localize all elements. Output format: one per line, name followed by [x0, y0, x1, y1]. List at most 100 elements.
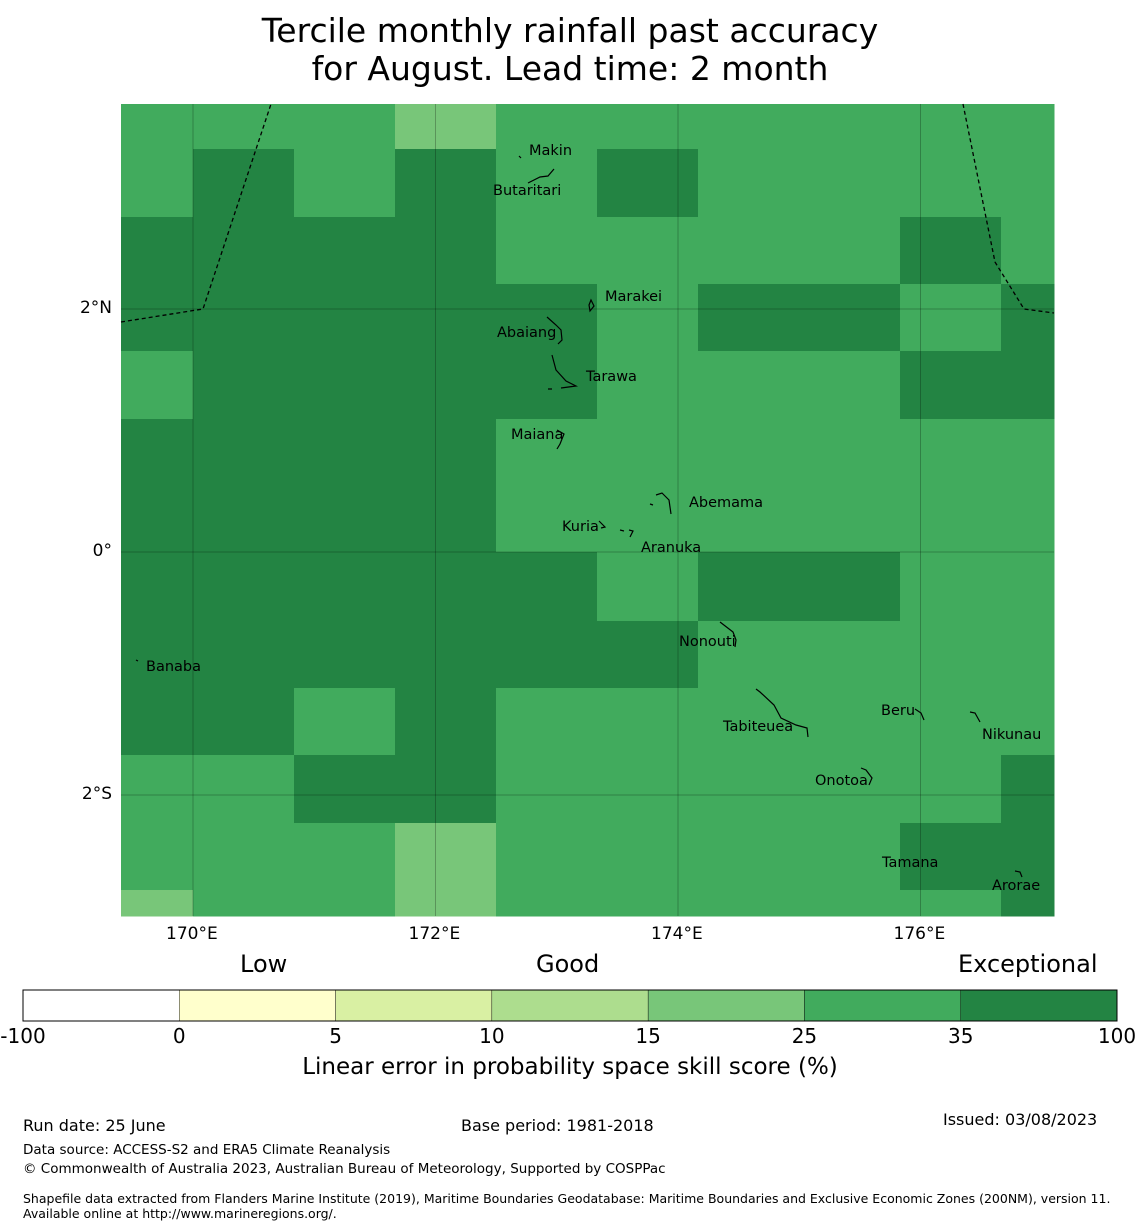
colorbar-tick-label: 25: [791, 1024, 818, 1048]
skill-cell: [193, 755, 295, 824]
skill-cell: [698, 823, 800, 891]
skill-cell: [698, 688, 800, 756]
skill-cell: [698, 419, 800, 486]
skill-cell: [900, 217, 1002, 285]
island-outline-onotoa: [860, 767, 873, 786]
island-label-onotoa: Onotoa: [815, 773, 868, 789]
skill-cell: [121, 351, 194, 420]
run-date: Run date: 25 June: [23, 1116, 166, 1135]
skill-cell: [597, 217, 699, 285]
skill-cell: [193, 552, 295, 622]
skill-cell: [496, 755, 598, 824]
skill-cell: [294, 419, 396, 486]
skill-cell: [1001, 217, 1055, 285]
skill-cell: [395, 823, 497, 891]
skill-cell: [294, 621, 396, 689]
skill-cell: [698, 217, 800, 285]
lat-tick-label: 2°N: [79, 298, 112, 318]
island-label-abemama: Abemama: [689, 495, 763, 511]
island-outline-nonouti: [719, 621, 737, 648]
island-outline-tabiteuea: [755, 688, 809, 738]
skill-cell: [496, 890, 598, 917]
lat-tick-label: 2°S: [81, 784, 112, 804]
skill-cell: [597, 755, 699, 824]
island-label-tamana: Tamana: [881, 855, 938, 871]
island-label-beru: Beru: [881, 703, 915, 719]
island-label-banaba: Banaba: [146, 659, 201, 675]
colorbar-tick-label: 0: [172, 1024, 186, 1048]
skill-cell: [294, 351, 396, 420]
skill-cell: [900, 823, 1002, 891]
island-outline-abemama: [649, 492, 672, 515]
skill-cell: [597, 823, 699, 891]
skill-cell: [395, 485, 497, 553]
skill-cell: [294, 217, 396, 285]
skill-cell: [900, 419, 1002, 486]
island-outline-marakei: [588, 298, 595, 313]
skill-cell: [294, 284, 396, 352]
skill-cell: [294, 688, 396, 756]
graticule: [121, 104, 1054, 916]
skill-cell: [799, 149, 901, 218]
skill-cell: [193, 104, 295, 150]
skill-cell: [698, 621, 800, 689]
skill-cell: [121, 419, 194, 486]
colorbar-tick-label: 100: [1097, 1024, 1137, 1048]
island-outline-kuria: [598, 520, 634, 538]
island-label-arorae: Arorae: [992, 878, 1040, 894]
skill-cell: [121, 552, 194, 622]
colorbar-segment: [491, 989, 649, 1022]
skill-cell: [121, 755, 194, 824]
skill-cell: [900, 104, 1002, 150]
skill-cell: [121, 149, 194, 218]
skill-cell: [799, 485, 901, 553]
skill-cell: [597, 552, 699, 622]
skill-cell: [900, 485, 1002, 553]
skill-cell: [1001, 823, 1055, 891]
skill-cell: [799, 755, 901, 824]
skill-cell: [900, 552, 1002, 622]
skill-cell: [698, 890, 800, 917]
island-outline-arorae: [1014, 870, 1023, 878]
colorbar-segment: [960, 989, 1118, 1022]
skill-cells: [121, 104, 1055, 917]
map-title-line-1: Tercile monthly rainfall past accuracy: [261, 11, 879, 50]
skill-cell: [121, 217, 194, 285]
copyright-notice: © Commonwealth of Australia 2023, Austra…: [23, 1161, 666, 1177]
skill-cell: [1001, 485, 1055, 553]
skill-cell: [395, 284, 497, 352]
skill-cell: [900, 688, 1002, 756]
skill-cell: [395, 351, 497, 420]
skill-cell: [395, 755, 497, 824]
skill-cell: [395, 688, 497, 756]
skill-cell: [294, 485, 396, 553]
skill-cell: [395, 217, 497, 285]
colorbar-tick-label: 5: [329, 1024, 342, 1048]
skill-cell: [496, 688, 598, 756]
skill-cell: [698, 552, 800, 622]
colorbar-segment: [335, 989, 493, 1022]
skill-cell: [597, 419, 699, 486]
island-label-kuria: Kuria: [562, 519, 599, 535]
skill-cell: [395, 621, 497, 689]
skill-cell: [698, 755, 800, 824]
skill-cell: [597, 688, 699, 756]
island-label-abaiang: Abaiang: [497, 325, 556, 341]
eez-boundaries: [120, 103, 1055, 323]
skill-cell: [294, 552, 396, 622]
skill-cell: [1001, 621, 1055, 689]
skill-cell: [193, 217, 295, 285]
skill-cell: [121, 485, 194, 553]
skill-cell: [799, 621, 901, 689]
skill-cell: [698, 351, 800, 420]
skill-cell: [294, 104, 396, 150]
skill-cell: [193, 351, 295, 420]
skill-cell: [597, 284, 699, 352]
skill-cell: [1001, 755, 1055, 824]
skill-cell: [597, 149, 699, 218]
skill-cell: [496, 149, 598, 218]
skill-cell: [1001, 149, 1055, 218]
skill-cell: [121, 284, 194, 352]
skill-cell: [121, 621, 194, 689]
skill-cell: [193, 688, 295, 756]
